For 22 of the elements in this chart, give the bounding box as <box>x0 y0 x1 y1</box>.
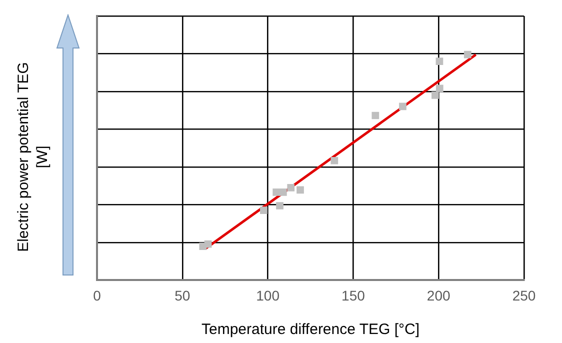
point <box>279 188 287 196</box>
x-tick-label: 250 <box>512 287 536 304</box>
point <box>464 50 472 58</box>
point <box>432 92 439 99</box>
point <box>260 206 268 214</box>
point <box>436 84 444 92</box>
point <box>276 202 284 210</box>
point <box>372 112 380 120</box>
point <box>330 156 338 164</box>
x-tick-label: 100 <box>256 287 280 304</box>
x-tick-label: 0 <box>93 287 102 304</box>
x-axis-title: Temperature difference TEG [°C] <box>201 321 420 338</box>
point <box>296 186 304 194</box>
x-tick-label: 200 <box>426 287 450 304</box>
point <box>287 184 295 192</box>
y-axis-title: Electric power potential TEG [W] <box>14 61 52 254</box>
point <box>272 188 280 196</box>
x-tick-label: 150 <box>342 287 366 304</box>
point <box>399 102 406 110</box>
x-tick-label: 50 <box>174 287 190 304</box>
point <box>436 58 444 66</box>
point <box>204 240 212 248</box>
